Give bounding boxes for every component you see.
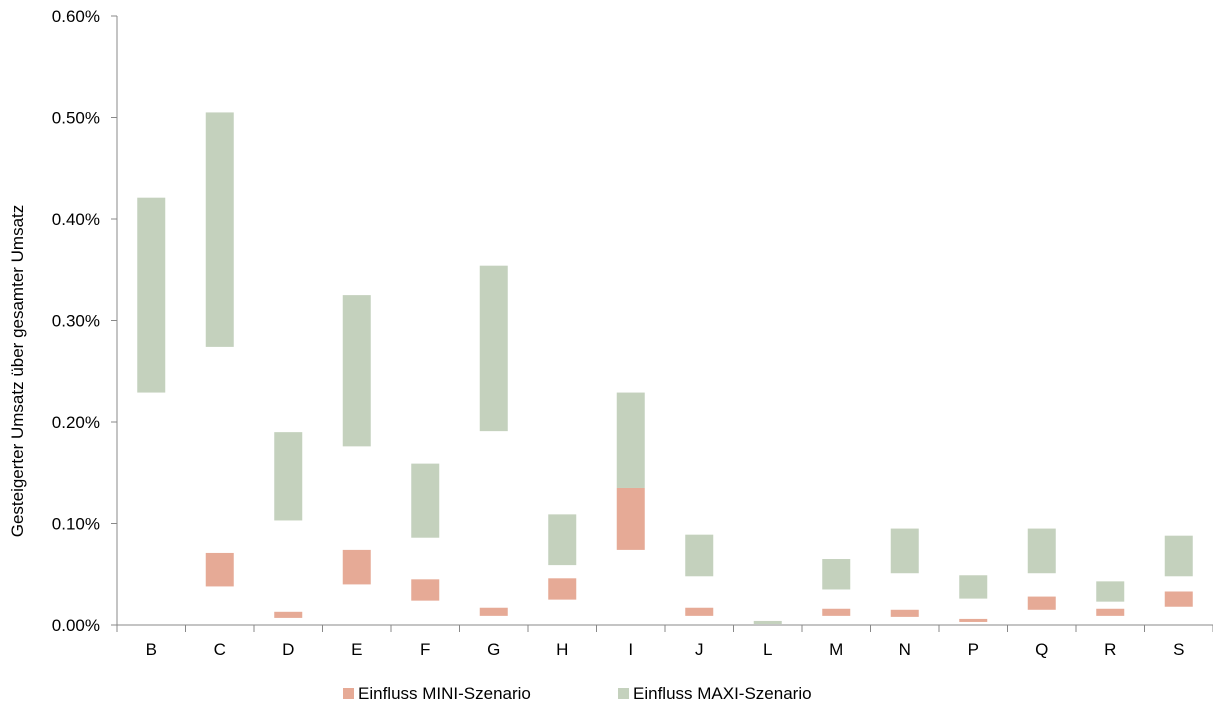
bar-mini-J: [685, 607, 714, 616]
x-tick-label: L: [763, 640, 772, 659]
legend-label-mini: Einfluss MINI-Szenario: [358, 684, 531, 703]
x-tick-label: F: [420, 640, 430, 659]
y-tick-label: 0.60%: [52, 7, 100, 26]
bar-maxi-I: [616, 392, 645, 488]
bar-mini-R: [1096, 608, 1125, 616]
legend-swatch-maxi: [618, 688, 629, 699]
bar-mini-C: [205, 552, 234, 587]
bar-mini-G: [479, 607, 508, 616]
x-tick-label: H: [556, 640, 568, 659]
bar-maxi-G: [479, 265, 508, 432]
bar-maxi-R: [1096, 581, 1125, 602]
bar-maxi-C: [205, 112, 234, 347]
y-axis-ticks: 0.00% 0.10% 0.20% 0.30% 0.40% 0.50% 0.60%: [52, 7, 118, 635]
x-tick-label: J: [695, 640, 704, 659]
y-tick-label: 0.50%: [52, 109, 100, 128]
x-tick-label: C: [214, 640, 226, 659]
bar-mini-F: [411, 579, 440, 601]
bar-maxi-H: [548, 514, 577, 566]
x-tick-label: S: [1173, 640, 1184, 659]
plot-area: [137, 112, 1193, 624]
x-tick-label: R: [1104, 640, 1116, 659]
x-tick-label: P: [968, 640, 979, 659]
bar-mini-E: [342, 549, 371, 585]
legend-swatch-mini: [343, 688, 354, 699]
bar-mini-D: [274, 611, 303, 618]
x-tick-label: E: [351, 640, 362, 659]
x-tick-label: G: [487, 640, 500, 659]
bar-maxi-P: [959, 575, 988, 599]
bar-mini-M: [822, 608, 851, 616]
bar-mini-N: [890, 609, 919, 617]
bar-mini-H: [548, 578, 577, 600]
legend: Einfluss MINI-Szenario Einfluss MAXI-Sze…: [343, 684, 812, 703]
bar-maxi-B: [137, 197, 166, 393]
y-tick-label: 0.00%: [52, 616, 100, 635]
x-tick-label: D: [282, 640, 294, 659]
y-tick-label: 0.40%: [52, 210, 100, 229]
bar-mini-I: [616, 487, 645, 550]
bar-maxi-J: [685, 534, 714, 577]
y-tick-label: 0.20%: [52, 413, 100, 432]
x-tick-label: B: [146, 640, 157, 659]
bar-maxi-L: [753, 620, 782, 624]
bar-maxi-M: [822, 559, 851, 590]
x-tick-label: N: [899, 640, 911, 659]
y-tick-label: 0.30%: [52, 312, 100, 331]
x-tick-label: I: [628, 640, 633, 659]
bar-maxi-D: [274, 432, 303, 521]
bar-maxi-S: [1164, 535, 1193, 577]
y-axis-label: Gesteigerter Umsatz über gesamter Umsatz: [8, 205, 27, 538]
bar-maxi-E: [342, 295, 371, 447]
x-tick-label: Q: [1035, 640, 1048, 659]
y-tick-label: 0.10%: [52, 515, 100, 534]
bar-maxi-F: [411, 463, 440, 538]
bar-mini-P: [959, 618, 988, 622]
legend-label-maxi: Einfluss MAXI-Szenario: [633, 684, 812, 703]
bar-maxi-Q: [1027, 528, 1056, 574]
bar-mini-S: [1164, 591, 1193, 607]
bar-mini-Q: [1027, 596, 1056, 610]
bar-maxi-N: [890, 528, 919, 574]
x-tick-label: M: [829, 640, 843, 659]
